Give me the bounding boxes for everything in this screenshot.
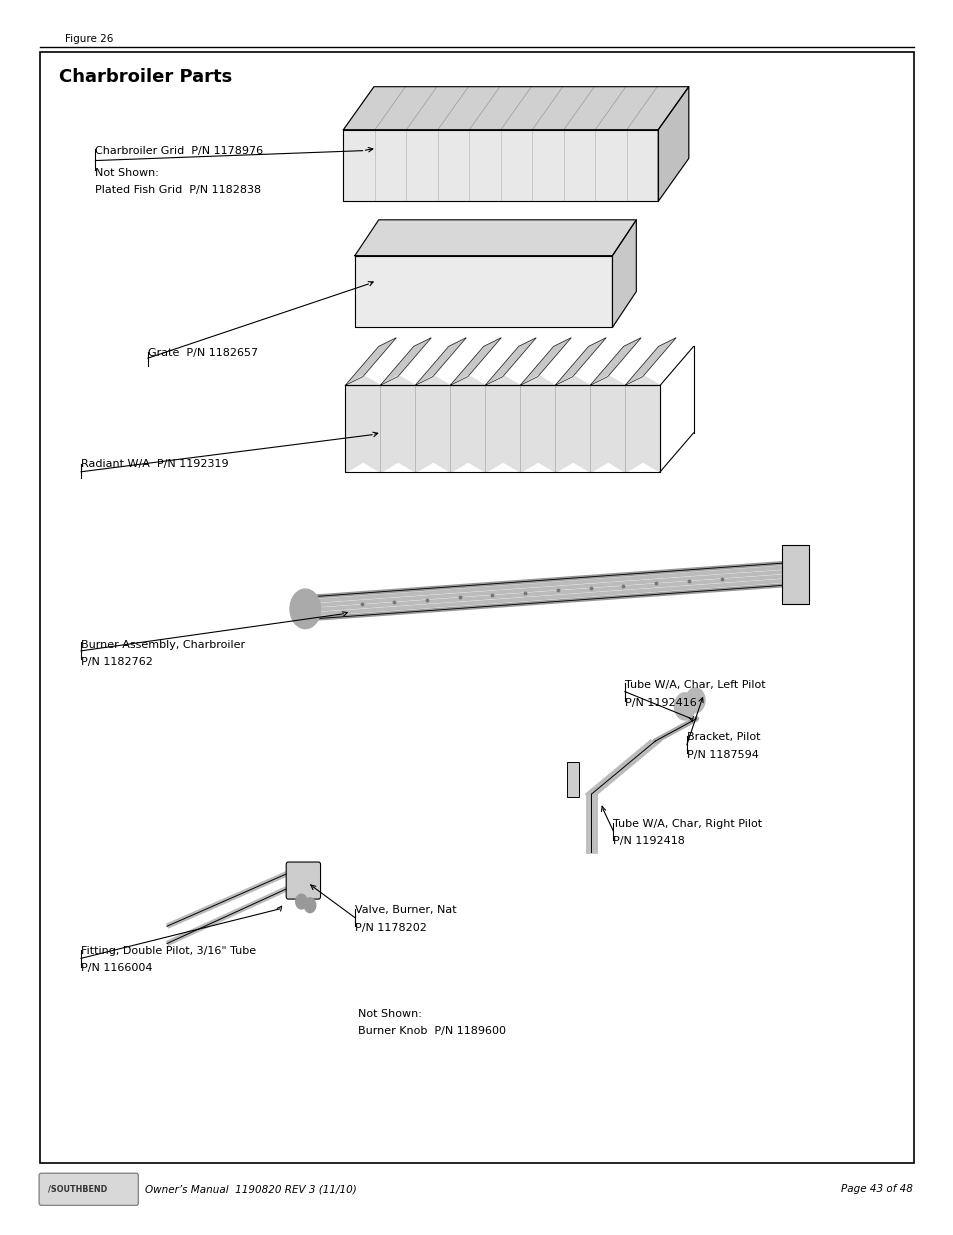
Polygon shape: [380, 338, 431, 385]
Polygon shape: [612, 220, 636, 327]
Text: Not Shown:: Not Shown:: [95, 168, 159, 178]
Text: Tube W/A, Char, Left Pilot: Tube W/A, Char, Left Pilot: [624, 680, 764, 690]
Polygon shape: [343, 130, 658, 201]
Text: P/N 1178202: P/N 1178202: [355, 923, 426, 932]
Text: Bracket, Pilot: Bracket, Pilot: [686, 732, 760, 742]
Polygon shape: [450, 338, 500, 385]
Text: /SOUTHBEND: /SOUTHBEND: [48, 1184, 107, 1194]
Polygon shape: [485, 338, 536, 385]
Text: P/N 1192416: P/N 1192416: [624, 698, 696, 708]
Polygon shape: [345, 338, 395, 385]
Polygon shape: [624, 338, 676, 385]
Text: Burner Knob  P/N 1189600: Burner Knob P/N 1189600: [357, 1026, 505, 1036]
Polygon shape: [415, 338, 466, 385]
FancyBboxPatch shape: [286, 862, 320, 899]
Circle shape: [295, 894, 307, 909]
Text: Tube W/A, Char, Right Pilot: Tube W/A, Char, Right Pilot: [613, 819, 761, 829]
Circle shape: [685, 688, 704, 713]
Polygon shape: [343, 86, 688, 130]
Polygon shape: [355, 220, 636, 256]
Text: Owner’s Manual  1190820 REV 3 (11/10): Owner’s Manual 1190820 REV 3 (11/10): [145, 1184, 356, 1194]
Text: Fitting, Double Pilot, 3/16" Tube: Fitting, Double Pilot, 3/16" Tube: [81, 946, 256, 956]
Polygon shape: [355, 256, 612, 327]
Bar: [781, 545, 808, 604]
Text: Charbroiler Grid  P/N 1178976: Charbroiler Grid P/N 1178976: [95, 146, 263, 156]
Text: Burner Assembly, Charbroiler: Burner Assembly, Charbroiler: [81, 640, 245, 650]
FancyBboxPatch shape: [39, 1173, 138, 1205]
Text: P/N 1166004: P/N 1166004: [81, 963, 152, 973]
Polygon shape: [658, 86, 688, 201]
Text: P/N 1187594: P/N 1187594: [686, 750, 758, 760]
Text: P/N 1192418: P/N 1192418: [613, 836, 684, 846]
Text: Not Shown:: Not Shown:: [357, 1009, 421, 1019]
Circle shape: [304, 898, 315, 913]
Polygon shape: [519, 338, 571, 385]
Text: Figure 26: Figure 26: [65, 33, 113, 43]
Text: Plated Fish Grid  P/N 1182838: Plated Fish Grid P/N 1182838: [95, 185, 261, 195]
Text: Valve, Burner, Nat: Valve, Burner, Nat: [355, 905, 456, 915]
Bar: [566, 762, 578, 797]
Polygon shape: [555, 338, 605, 385]
Text: Charbroiler Parts: Charbroiler Parts: [59, 68, 233, 86]
Circle shape: [674, 693, 695, 720]
Text: P/N 1182762: P/N 1182762: [81, 657, 152, 667]
Circle shape: [290, 589, 320, 629]
Text: Grate  P/N 1182657: Grate P/N 1182657: [148, 348, 257, 358]
Polygon shape: [590, 338, 640, 385]
Text: Radiant W/A  P/N 1192319: Radiant W/A P/N 1192319: [81, 459, 229, 469]
Text: Page 43 of 48: Page 43 of 48: [841, 1184, 912, 1194]
